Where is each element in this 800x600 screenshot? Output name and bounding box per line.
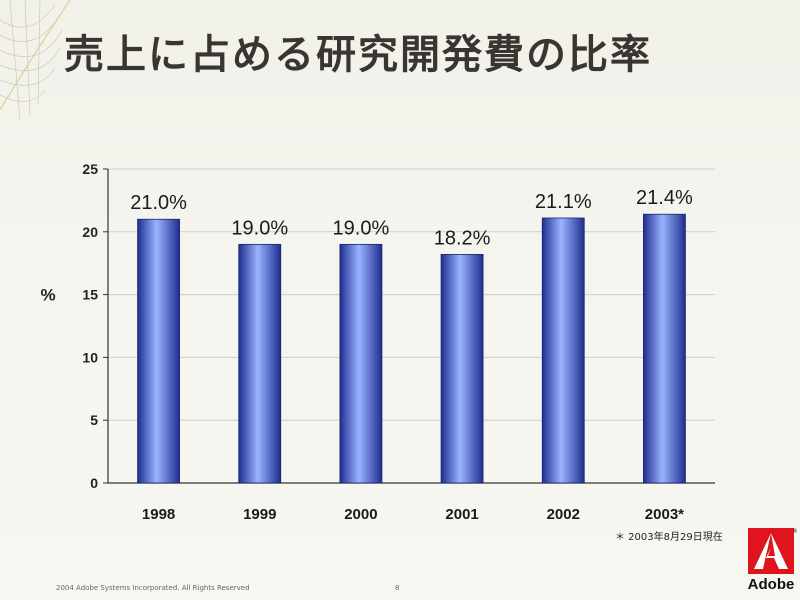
copyright-text: 2004 Adobe Systems Incorporated. All Rig… (56, 584, 250, 592)
page-number: 8 (395, 584, 400, 592)
data-label: 21.4% (636, 187, 693, 209)
y-tick-label: 10 (82, 349, 98, 365)
x-tick-label: 2000 (344, 506, 377, 523)
adobe-logo: ® Adobe (744, 528, 798, 600)
x-tick-label: 2001 (445, 506, 478, 523)
bar-2000 (339, 243, 383, 484)
bar-2002 (541, 217, 585, 484)
bar-2001 (440, 254, 484, 484)
y-tick-label: 0 (90, 475, 98, 491)
x-tick-label: 2002 (547, 506, 580, 523)
data-label: 21.1% (535, 191, 592, 213)
decorative-swirl-graphic (0, 0, 70, 121)
bar-1999 (238, 243, 282, 484)
y-tick-label: 20 (82, 224, 98, 240)
x-tick-label: 2003* (645, 506, 684, 523)
slide-title: 売上に占める研究開発費の比率 (64, 32, 652, 78)
data-label: 19.0% (333, 217, 390, 239)
y-axis-label: % (40, 286, 55, 305)
data-label: 21.0% (130, 192, 187, 214)
data-label: 19.0% (231, 217, 288, 239)
registered-mark: ® (792, 528, 798, 535)
data-label: 18.2% (434, 227, 491, 249)
bar-2003 (643, 213, 686, 484)
y-tick-label: 5 (90, 412, 98, 428)
footnote: ＊ 2003年8月29日現在 (615, 532, 723, 543)
adobe-logo-icon (748, 528, 794, 574)
logo-text: Adobe (747, 576, 795, 593)
x-tick-label: 1998 (142, 506, 175, 523)
y-tick-label: 25 (82, 161, 98, 177)
y-tick-label: 15 (82, 287, 98, 303)
bar-1998 (137, 218, 180, 484)
x-tick-label: 1999 (243, 506, 276, 523)
